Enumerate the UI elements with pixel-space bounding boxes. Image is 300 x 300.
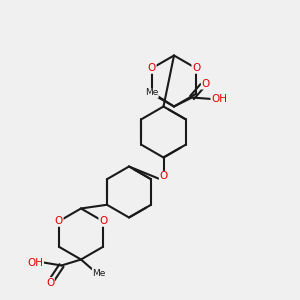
Text: O: O bbox=[159, 171, 168, 182]
Text: O: O bbox=[201, 79, 210, 89]
Text: O: O bbox=[46, 278, 54, 288]
Text: O: O bbox=[55, 216, 63, 226]
Text: OH: OH bbox=[27, 257, 44, 268]
Text: O: O bbox=[148, 63, 156, 73]
Text: Me: Me bbox=[145, 88, 158, 98]
Text: O: O bbox=[99, 216, 107, 226]
Text: O: O bbox=[192, 63, 200, 73]
Text: Me: Me bbox=[92, 268, 106, 278]
Text: OH: OH bbox=[211, 94, 227, 104]
